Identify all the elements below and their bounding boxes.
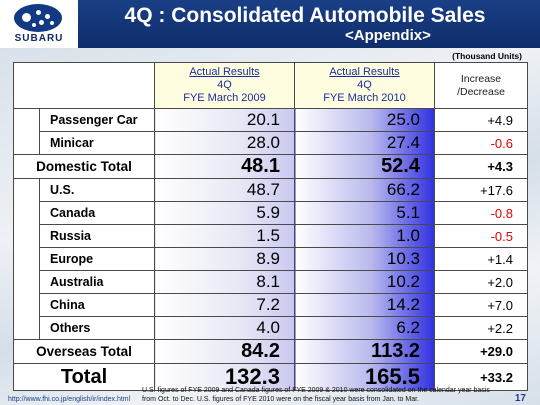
row-label: Canada	[39, 201, 155, 225]
grand-total-row: Total 132.3 165.5 +33.2	[13, 363, 528, 391]
value-fy2009: 84.2	[154, 339, 295, 364]
value-change: +2.0	[434, 270, 528, 294]
table-row: Europe 8.9 10.3 +1.4	[14, 247, 528, 271]
footer-link[interactable]: http://www.fhi.co.jp/english/ir/index.ht…	[8, 396, 131, 403]
value-change: -0.8	[434, 201, 528, 225]
value-change: +1.4	[434, 247, 528, 271]
value-fy2010: 25.0	[294, 108, 435, 132]
value-fy2009: 20.1	[154, 108, 295, 132]
value-fy2009: 48.7	[154, 178, 295, 202]
value-change: +4.9	[434, 108, 528, 132]
overseas-group-spacer	[13, 178, 40, 340]
row-label: Russia	[39, 224, 155, 248]
sales-table: Actual Results 4Q FYE March 2009 Actual …	[13, 62, 528, 391]
value-fy2010: 10.3	[294, 247, 435, 271]
pleiades-star-icon	[14, 4, 62, 32]
value-fy2009: 8.9	[154, 247, 295, 271]
value-fy2009: 28.0	[154, 131, 295, 155]
overseas-total-row: Overseas Total 84.2 113.2 +29.0	[13, 339, 528, 364]
value-change: -0.6	[434, 131, 528, 155]
subaru-logo: SUBARU	[0, 0, 78, 48]
value-fy2010: 6.2	[294, 316, 435, 340]
table-row: U.S. 48.7 66.2 +17.6	[13, 178, 528, 340]
row-label: Domestic Total	[13, 154, 155, 179]
column-header-fy2010: Actual Results 4Q FYE March 2010	[294, 62, 435, 109]
value-fy2010: 52.4	[294, 154, 435, 179]
slide-subtitle: <Appendix>	[345, 27, 431, 44]
table-row: Canada 5.9 5.1 -0.8	[14, 201, 528, 225]
column-header-fy2009: Actual Results 4Q FYE March 2009	[154, 62, 295, 109]
slide-header: SUBARU 4Q : Consolidated Automobile Sale…	[0, 0, 540, 48]
value-fy2009: 7.2	[154, 293, 295, 317]
table-row: Minicar 28.0 27.4 -0.6	[14, 131, 528, 155]
row-label: Others	[39, 316, 155, 340]
value-fy2010: 113.2	[294, 339, 435, 364]
slide-title: 4Q : Consolidated Automobile Sales	[124, 4, 486, 27]
table-header-row: Actual Results 4Q FYE March 2009 Actual …	[13, 62, 528, 109]
value-fy2009: 132.3	[154, 363, 295, 391]
footer-note: U.S. figures of FYE 2009 and Canada figu…	[142, 387, 490, 403]
row-label: China	[39, 293, 155, 317]
value-fy2009: 1.5	[154, 224, 295, 248]
value-fy2009: 8.1	[154, 270, 295, 294]
logo-text: SUBARU	[14, 33, 64, 44]
value-change: +2.2	[434, 316, 528, 340]
row-label: Total	[13, 363, 155, 391]
row-label: U.S.	[39, 178, 155, 202]
table-row: Australia 8.1 10.2 +2.0	[14, 270, 528, 294]
header-empty-cell	[13, 62, 155, 109]
value-change: +7.0	[434, 293, 528, 317]
row-label: Passenger Car	[39, 108, 155, 132]
table-row: Passenger Car 20.1 25.0 +4.9	[13, 108, 528, 155]
row-label: Overseas Total	[13, 339, 155, 364]
value-fy2010: 10.2	[294, 270, 435, 294]
column-header-change: Increase /Decrease	[434, 62, 528, 109]
value-change: +17.6	[434, 178, 528, 202]
value-change: -0.5	[434, 224, 528, 248]
value-fy2009: 4.0	[154, 316, 295, 340]
table-row: China 7.2 14.2 +7.0	[14, 293, 528, 317]
value-fy2009: 48.1	[154, 154, 295, 179]
value-fy2010: 165.5	[294, 363, 435, 391]
page-number: 17	[514, 393, 526, 404]
value-fy2010: 27.4	[294, 131, 435, 155]
value-fy2010: 5.1	[294, 201, 435, 225]
units-label: (Thousand Units)	[452, 51, 522, 61]
value-fy2010: 1.0	[294, 224, 435, 248]
row-label: Europe	[39, 247, 155, 271]
row-label: Australia	[39, 270, 155, 294]
row-label: Minicar	[39, 131, 155, 155]
value-change: +29.0	[434, 339, 528, 364]
domestic-total-row: Domestic Total 48.1 52.4 +4.3	[13, 154, 528, 179]
value-fy2009: 5.9	[154, 201, 295, 225]
domestic-group-spacer	[13, 108, 40, 155]
table-row: Others 4.0 6.2 +2.2	[14, 316, 528, 340]
value-fy2010: 66.2	[294, 178, 435, 202]
value-change: +4.3	[434, 154, 528, 179]
value-change: +33.2	[434, 363, 528, 391]
table-row: Russia 1.5 1.0 -0.5	[14, 224, 528, 248]
value-fy2010: 14.2	[294, 293, 435, 317]
